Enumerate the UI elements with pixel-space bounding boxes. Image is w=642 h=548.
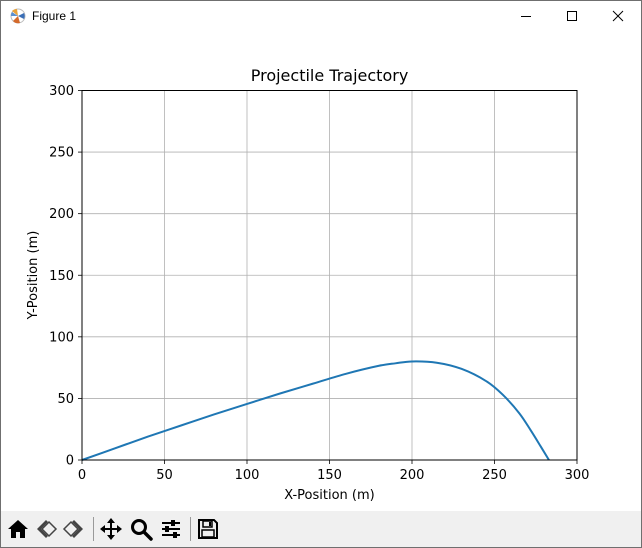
title-bar[interactable]: Figure 1 bbox=[1, 1, 641, 31]
y-tick-label: 50 bbox=[57, 392, 74, 407]
move-icon bbox=[100, 518, 122, 540]
zoom-button[interactable] bbox=[127, 515, 155, 543]
matplotlib-logo-icon bbox=[10, 8, 26, 24]
zoom-icon bbox=[131, 519, 153, 541]
window-title: Figure 1 bbox=[32, 9, 77, 23]
close-icon bbox=[612, 10, 624, 22]
forward-button[interactable] bbox=[60, 515, 88, 543]
x-tick-label: 100 bbox=[235, 468, 260, 483]
axis-ticks: 0 50 100 150 200 250 300 0 50 100 150 200 250 300 bbox=[49, 84, 589, 483]
pan-button[interactable] bbox=[97, 515, 125, 543]
toolbar-separator bbox=[190, 517, 191, 541]
home-button[interactable] bbox=[4, 515, 32, 543]
y-tick-label: 300 bbox=[49, 84, 74, 99]
chart-title: Projectile Trajectory bbox=[251, 66, 409, 85]
x-tick-label: 200 bbox=[400, 468, 425, 483]
maximize-button[interactable] bbox=[549, 1, 595, 31]
toolbar-separator bbox=[93, 517, 94, 541]
x-tick-label: 250 bbox=[482, 468, 507, 483]
home-icon bbox=[8, 520, 28, 538]
figure-canvas[interactable]: 0 50 100 150 200 250 300 0 50 100 150 200 250 300 Pro… bbox=[1, 31, 641, 511]
configure-subplots-button[interactable] bbox=[157, 515, 185, 543]
save-button[interactable] bbox=[194, 515, 222, 543]
y-tick-label: 200 bbox=[49, 207, 74, 222]
back-button[interactable] bbox=[32, 515, 60, 543]
trajectory-line bbox=[81, 360, 550, 461]
back-arrow-icon bbox=[37, 520, 58, 538]
y-tick-label: 150 bbox=[49, 269, 74, 284]
y-axis-label: Y-Position (m) bbox=[26, 231, 41, 321]
x-tick-label: 150 bbox=[317, 468, 342, 483]
close-button[interactable] bbox=[595, 1, 641, 31]
sliders-icon bbox=[162, 520, 180, 538]
x-tick-label: 50 bbox=[156, 468, 173, 483]
trajectory-chart: 0 50 100 150 200 250 300 0 50 100 150 200 250 300 Pro… bbox=[26, 66, 589, 503]
grid-lines bbox=[81, 90, 578, 461]
save-icon bbox=[198, 519, 218, 539]
navigation-toolbar bbox=[1, 511, 641, 547]
maximize-icon bbox=[567, 11, 577, 21]
x-tick-label: 300 bbox=[565, 468, 590, 483]
minimize-button[interactable] bbox=[503, 1, 549, 31]
x-axis-label: X-Position (m) bbox=[284, 488, 375, 503]
minimize-icon bbox=[521, 16, 531, 17]
y-tick-label: 0 bbox=[66, 454, 74, 469]
y-tick-label: 100 bbox=[49, 330, 74, 345]
x-tick-label: 0 bbox=[78, 468, 86, 483]
forward-arrow-icon bbox=[62, 520, 83, 538]
y-tick-label: 250 bbox=[49, 146, 74, 161]
